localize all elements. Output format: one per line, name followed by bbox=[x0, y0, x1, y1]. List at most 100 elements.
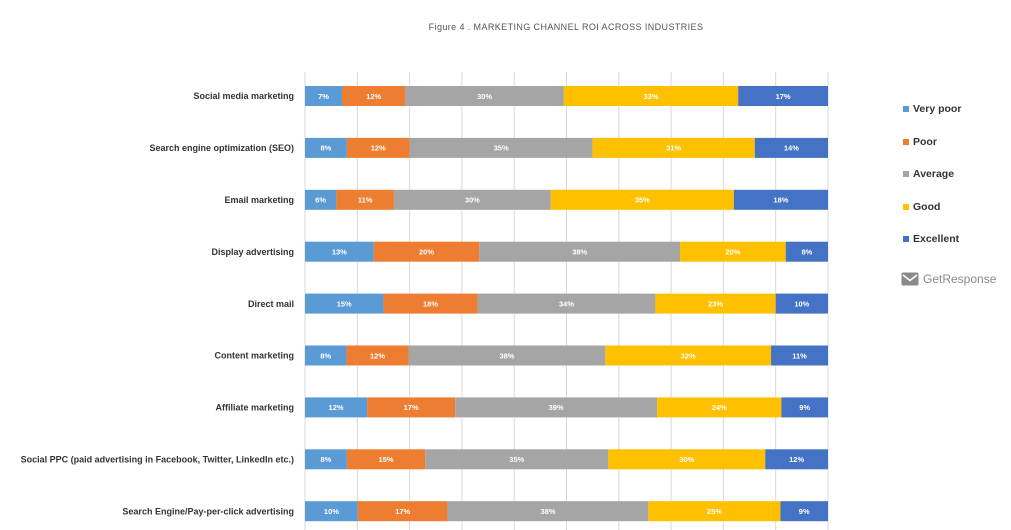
bar-segment bbox=[754, 137, 828, 158]
bar-segment bbox=[655, 293, 776, 314]
bar-segment bbox=[592, 137, 755, 158]
bar-segment bbox=[608, 449, 766, 470]
category-label: Social media marketing bbox=[193, 91, 294, 101]
bar-segment bbox=[765, 449, 828, 470]
legend-item: Good bbox=[903, 199, 961, 215]
data-label: 9% bbox=[799, 507, 810, 516]
bar-segment bbox=[780, 501, 828, 522]
data-label: 14% bbox=[784, 144, 799, 153]
data-label: 30% bbox=[477, 92, 492, 101]
bar-segment bbox=[383, 293, 478, 314]
bar-segment bbox=[305, 449, 347, 470]
legend: Very poor Poor Average Good Excellent bbox=[903, 101, 961, 264]
category-label: Direct mail bbox=[248, 299, 294, 309]
legend-label: Poor bbox=[913, 135, 937, 148]
brand-logo: GetResponse bbox=[901, 272, 996, 286]
bar-segment bbox=[305, 345, 347, 366]
bar-segment bbox=[357, 501, 448, 522]
data-label: 20% bbox=[725, 248, 740, 257]
data-label: 10% bbox=[324, 507, 339, 516]
data-label: 11% bbox=[358, 196, 373, 205]
data-label: 24% bbox=[712, 403, 727, 412]
bar-segment bbox=[550, 189, 734, 210]
data-label: 32% bbox=[681, 351, 696, 360]
legend-label: Excellent bbox=[913, 233, 960, 245]
data-label: 18% bbox=[773, 196, 788, 205]
legend-swatch bbox=[903, 171, 909, 177]
data-label: 35% bbox=[509, 455, 524, 464]
data-label: 6% bbox=[315, 196, 326, 205]
bar-segment bbox=[738, 86, 828, 106]
legend-item: Very poor bbox=[903, 101, 961, 117]
bar-segment bbox=[336, 189, 394, 210]
bar-segment bbox=[605, 345, 772, 366]
bar-segment bbox=[305, 189, 337, 210]
legend-item: Excellent bbox=[903, 231, 961, 247]
category-label: Affiliate marketing bbox=[215, 403, 294, 413]
data-label: 12% bbox=[371, 144, 386, 153]
data-label: 33% bbox=[644, 92, 659, 101]
bars: 7% 12% 30% 33% 17% 8% 12% 35% 31% 14% 6% 11% 30% 35% 1… bbox=[305, 86, 828, 522]
data-label: 31% bbox=[666, 144, 681, 153]
bar-segment bbox=[305, 501, 358, 522]
data-label: 8% bbox=[320, 455, 331, 464]
data-label: 7% bbox=[318, 92, 329, 101]
data-label: 15% bbox=[337, 299, 352, 308]
bar-segment bbox=[781, 397, 828, 418]
category-label: Search engine optimization (SEO) bbox=[149, 143, 294, 153]
legend-item: Poor bbox=[903, 134, 961, 150]
brand-name: GetResponse bbox=[923, 272, 997, 286]
bar-segment bbox=[648, 501, 781, 522]
bar-segment bbox=[346, 137, 410, 158]
data-label: 8% bbox=[320, 351, 331, 360]
bar-segment bbox=[563, 86, 739, 106]
bar-segment bbox=[305, 241, 374, 262]
bar-segment bbox=[405, 86, 564, 106]
bar-segment bbox=[680, 241, 786, 262]
data-label: 12% bbox=[329, 403, 344, 412]
data-label: 17% bbox=[395, 507, 410, 516]
bar-segment bbox=[408, 345, 606, 366]
envelope-icon bbox=[901, 272, 919, 286]
legend-label: Good bbox=[913, 200, 941, 213]
data-label: 23% bbox=[708, 299, 723, 308]
data-label: 35% bbox=[635, 196, 650, 205]
bar-segment bbox=[305, 397, 368, 418]
legend-swatch bbox=[903, 236, 909, 242]
data-label: 30% bbox=[679, 455, 694, 464]
bar-segment bbox=[733, 189, 828, 210]
bar-segment bbox=[305, 137, 347, 158]
legend-swatch bbox=[903, 106, 909, 112]
legend-item: Average bbox=[903, 166, 961, 182]
bar-segment bbox=[367, 397, 456, 418]
data-label: 35% bbox=[494, 144, 509, 153]
data-label: 30% bbox=[465, 196, 480, 205]
data-label: 38% bbox=[499, 351, 514, 360]
bar-segment bbox=[373, 241, 480, 262]
data-label: 12% bbox=[366, 92, 381, 101]
data-label: 34% bbox=[559, 299, 574, 308]
bar-segment bbox=[409, 137, 593, 158]
bar-segment bbox=[477, 293, 656, 314]
legend-swatch bbox=[903, 138, 909, 145]
bar-segment bbox=[479, 241, 681, 262]
data-label: 38% bbox=[541, 507, 556, 516]
bar-segment bbox=[447, 501, 649, 522]
bar-segment bbox=[346, 449, 426, 470]
bar-segment bbox=[771, 345, 828, 366]
data-label: 9% bbox=[799, 403, 810, 412]
category-labels: Social media marketing Search engine opti… bbox=[21, 91, 294, 516]
category-label: Social PPC (paid advertising in Facebook… bbox=[21, 455, 294, 465]
data-label: 25% bbox=[707, 507, 722, 516]
bar-segment bbox=[393, 189, 551, 210]
data-label: 11% bbox=[792, 351, 807, 360]
data-label: 8% bbox=[801, 248, 812, 257]
data-label: 12% bbox=[789, 455, 804, 464]
data-label: 17% bbox=[776, 92, 791, 101]
bar-segment bbox=[341, 86, 406, 106]
data-label: 15% bbox=[379, 455, 394, 464]
data-label: 20% bbox=[419, 248, 434, 257]
bar-segment bbox=[455, 397, 658, 418]
category-label: Display advertising bbox=[211, 247, 294, 257]
bar-segment bbox=[657, 397, 782, 418]
